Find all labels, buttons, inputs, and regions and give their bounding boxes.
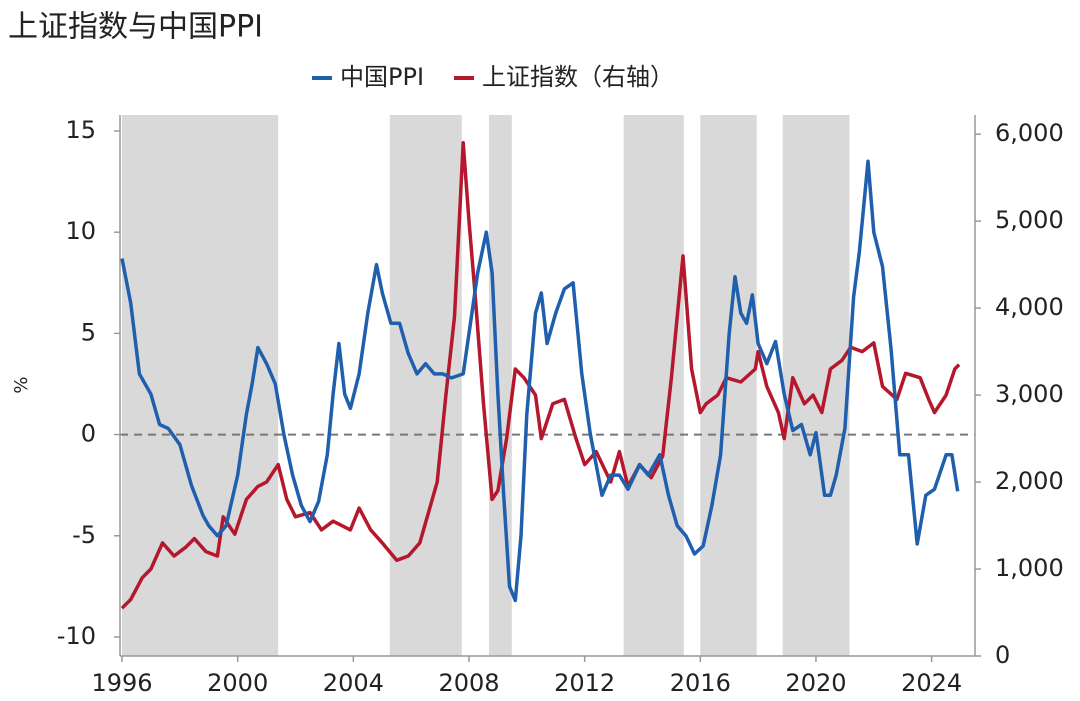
chart-title: 上证指数与中国PPI xyxy=(8,10,263,45)
y2-tick-label: 2,000 xyxy=(995,467,1064,495)
x-tick-label: 2012 xyxy=(554,669,615,697)
y2-tick-label: 3,000 xyxy=(995,380,1064,408)
legend-label: 上证指数（右轴） xyxy=(482,63,674,91)
shaded-period xyxy=(623,115,684,656)
y2-tick-label: 0 xyxy=(995,641,1010,669)
x-tick-label: 2000 xyxy=(207,669,268,697)
y-tick-label: 0 xyxy=(81,420,96,448)
y2-tick-label: 5,000 xyxy=(995,206,1064,234)
x-tick-label: 2008 xyxy=(438,669,499,697)
legend-label: 中国PPI xyxy=(340,63,424,91)
shaded-period xyxy=(389,115,462,656)
x-tick-label: 2016 xyxy=(670,669,731,697)
y-tick-label: 5 xyxy=(81,318,96,346)
shaded-period xyxy=(700,115,757,656)
x-tick-label: 1996 xyxy=(91,669,152,697)
series-line xyxy=(120,159,960,603)
y2-tick-label: 6,000 xyxy=(995,119,1064,147)
y-tick-label: 10 xyxy=(65,217,96,245)
y-axis-label: % xyxy=(11,376,32,393)
y-tick-label: -5 xyxy=(72,521,96,549)
x-tick-label: 2004 xyxy=(323,669,384,697)
x-tick-label: 2020 xyxy=(785,669,846,697)
shaded-period xyxy=(782,115,850,656)
legend: 中国PPI 上证指数（右轴） xyxy=(312,63,674,91)
y2-tick-label: 4,000 xyxy=(995,293,1064,321)
y-tick-label: 15 xyxy=(65,116,96,144)
y-tick-label: -10 xyxy=(57,622,96,650)
y2-tick-label: 1,000 xyxy=(995,554,1064,582)
x-tick-label: 2024 xyxy=(901,669,962,697)
series-line xyxy=(120,141,961,610)
